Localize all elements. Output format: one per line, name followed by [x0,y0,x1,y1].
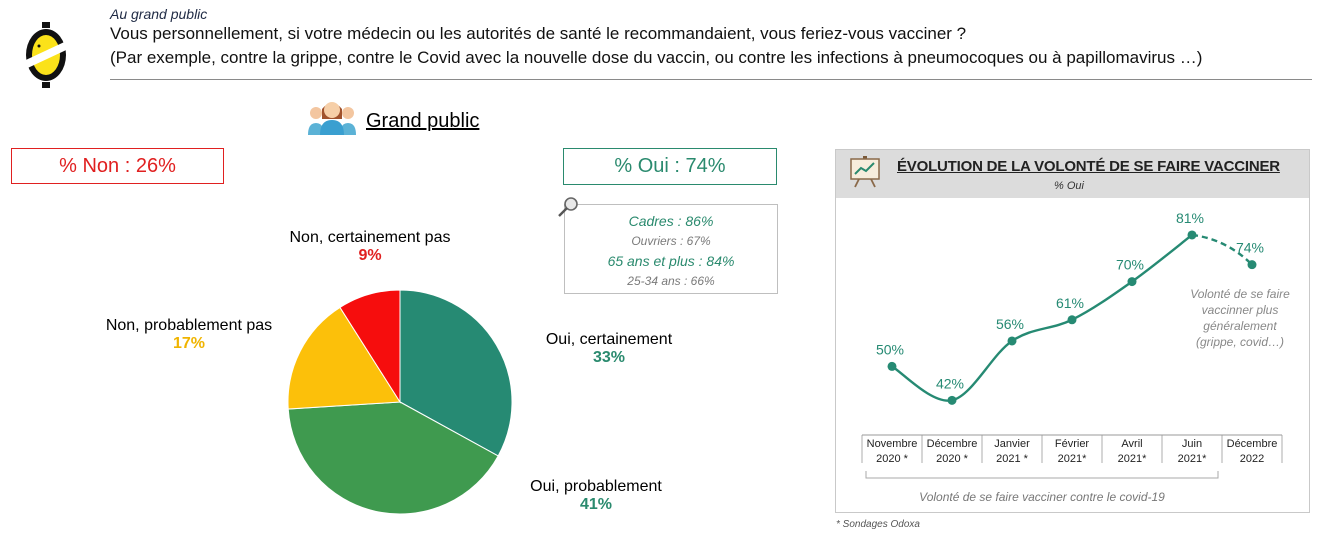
pie-slice-non-certainement [339,289,401,404]
data-point [1127,277,1137,287]
detail-cadres: Cadres : 86% [628,213,714,229]
non-summary-box: % Non : 26% [11,148,224,184]
x-tick-label: 2021* [1118,453,1147,465]
pie-label-non-certainement: Non, certainement pas 9% [283,229,457,265]
x-tick-label: 2021 * [996,453,1029,465]
value-label: 74% [1236,240,1264,256]
data-point [1187,230,1197,240]
question-line-1: Vous personnellement, si votre médecin o… [110,24,967,43]
value-label: 42% [936,375,964,391]
x-tick-label: Février [1055,438,1090,450]
odoxa-logo [18,22,74,88]
pie-label-oui-certainement: Oui, certainement 33% [540,331,678,367]
evolution-subtitle: % Oui [1054,180,1084,192]
detail-box: Cadres : 86% Ouvriers : 67% 65 ans et pl… [564,204,778,294]
evolution-panel [835,149,1310,513]
x-tick-label: Novembre [867,438,918,450]
data-point [1247,260,1257,270]
oui-summary-box: % Oui : 74% [563,148,777,185]
pie-chart [287,289,513,515]
general-series-annotation: (grippe, covid…) [1196,335,1284,349]
pie-slice-non-probablement [287,306,401,410]
evolution-line-chart: Novembre 2020 * Décembre 2020 * Janvier 2021 … [861,210,1290,504]
value-label: 81% [1176,210,1204,226]
header: Au grand public Vous personnellement, si… [110,6,1202,70]
data-point [1067,315,1077,325]
pie-label-oui-probablement-text: Oui, probablement [530,478,662,495]
pie-value-non-certainement: 9% [358,247,382,264]
people-icon [304,97,360,135]
x-tick-label: 2020 * [876,453,909,465]
pie-value-oui-certainement: 33% [592,349,626,366]
evolution-panel-header [836,150,1309,198]
detail-65-plus: 65 ans et plus : 84% [607,253,735,269]
pie-label-oui-certainement-text: Oui, certainement [545,331,673,348]
footnote: * Sondages Odoxa [836,519,920,530]
covid-bracket [865,471,1219,479]
pie-value-non-probablement: 17% [172,335,206,352]
detail-ouvriers: Ouvriers : 67% [631,234,711,248]
x-tick-label: 2020 * [936,453,969,465]
header-divider [110,79,1312,80]
x-tick-label: Juin [1182,438,1202,450]
value-label: 56% [996,316,1024,332]
x-tick-label: Janvier [994,438,1030,450]
question-line-2: (Par exemple, contre la grippe, contre l… [110,48,1203,67]
value-label: 61% [1056,295,1084,311]
general-series-annotation: généralement [1203,319,1277,333]
pie-label-oui-probablement: Oui, probablement 41% [524,478,668,514]
general-series-annotation: vaccinner plus [1202,303,1279,317]
section-label: Au grand public [110,6,208,22]
x-tick-label: Avril [1121,438,1142,450]
x-tick-label: 2021* [1178,453,1207,465]
magnifier-icon [557,196,581,218]
group-title: Grand public [366,110,480,132]
general-series-dashed-line [1191,233,1253,266]
x-tick-label: Décembre [1227,438,1278,450]
data-point [947,395,957,405]
pie-label-non-certainement-text: Non, certainement pas [289,229,451,246]
data-point [887,361,897,371]
pie-label-non-probablement: Non, probablement pas 17% [99,317,279,353]
pie-slice-oui-probablement [287,401,499,515]
x-tick-label: 2021* [1058,453,1087,465]
x-tick-label: Décembre [927,438,978,450]
x-tick-label: 2022 [1240,453,1264,465]
covid-bracket-label: Volonté de se faire vacciner contre le c… [919,490,1165,504]
pie-value-oui-probablement: 41% [579,496,613,513]
general-series-annotation: Volonté de se faire [1190,287,1290,301]
pie-label-non-probablement-text: Non, probablement pas [105,317,273,334]
pie-slice-oui-certainement [399,289,513,457]
presentation-icon [849,156,881,193]
value-label: 70% [1116,257,1144,273]
evolution-title: ÉVOLUTION DE LA VOLONTÉ DE SE FAIRE VACC… [897,158,1280,175]
value-label: 50% [876,341,904,357]
covid-series-line [891,234,1193,402]
data-point [1007,336,1017,346]
detail-25-34: 25-34 ans : 66% [627,274,715,288]
